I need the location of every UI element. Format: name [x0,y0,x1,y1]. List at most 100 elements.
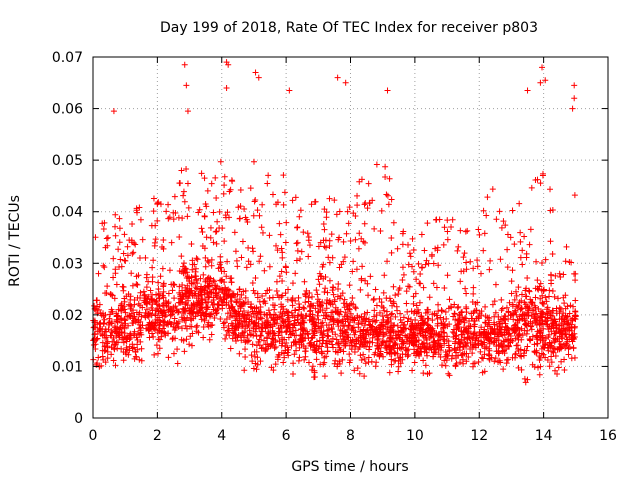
data-point [410,293,417,300]
data-point [225,291,232,298]
data-point [364,205,371,212]
data-point [332,331,339,338]
data-point [543,318,550,325]
data-point [495,348,502,355]
data-point [239,330,246,337]
data-point [199,228,206,235]
data-point [273,242,280,249]
data-point [444,323,451,330]
data-point [571,335,578,342]
data-point [101,316,108,323]
data-point [302,291,309,298]
data-point [309,363,316,370]
data-point [404,308,411,315]
data-point [537,280,544,287]
data-point [526,288,533,295]
data-point [386,350,393,357]
data-point [357,286,364,293]
data-point [231,229,238,236]
data-point [200,334,207,341]
data-point [409,320,416,327]
data-point [566,310,573,317]
data-point [453,360,460,367]
data-point [548,359,555,366]
data-point [565,321,572,328]
data-point [103,334,110,341]
data-point [566,324,573,331]
data-point [453,332,460,339]
data-point [187,315,194,322]
axis-ticks: 0 2 4 6 8 10 12 14 16 0 0.01 0.02 0.03 0.04 0.05 0.06 0.… [52,50,617,444]
data-point [547,207,554,214]
data-point [330,291,337,298]
data-point [270,367,277,374]
data-point [266,295,273,302]
data-point [315,243,322,250]
data-point [172,209,179,216]
data-point [542,77,549,84]
data-point [422,345,429,352]
data-point [215,301,222,308]
data-point [394,245,401,252]
data-point [571,354,578,361]
data-point [326,259,333,266]
data-point [259,293,266,300]
data-point [565,351,572,358]
data-point [478,354,485,361]
data-point [407,316,414,323]
data-point [572,277,579,284]
data-point [538,350,545,357]
data-point [207,322,214,329]
data-point [91,331,98,338]
data-point [273,278,280,285]
data-point [221,319,228,326]
data-point [534,277,541,284]
data-point [546,293,553,300]
data-point [257,332,264,339]
data-point [127,330,134,337]
data-point [517,254,524,261]
data-point [283,340,290,347]
data-point [233,324,240,331]
data-point [104,355,111,362]
data-point [110,255,117,262]
x-tick-label: 14 [535,428,553,444]
data-point [411,308,418,315]
data-point [446,372,453,379]
data-point [461,250,468,257]
data-point [441,357,448,364]
data-point [276,273,283,280]
data-point [165,354,172,361]
data-point [256,258,263,265]
data-point [267,324,274,331]
data-point [517,238,524,245]
data-point [554,371,561,378]
data-point [301,325,308,332]
data-point [134,281,141,288]
data-point [264,322,271,329]
data-point [330,344,337,351]
data-point [341,323,348,330]
data-point [130,307,137,314]
data-point [342,79,349,86]
data-point [275,351,282,358]
data-point [179,298,186,305]
data-point [503,304,510,311]
data-point [329,254,336,261]
data-point [279,278,286,285]
data-point [221,268,228,275]
data-point [526,241,533,248]
data-point [470,330,477,337]
data-point [129,250,136,257]
data-point [508,290,515,297]
data-point [483,212,490,219]
data-point [521,347,528,354]
data-point [373,302,380,309]
data-point [132,348,139,355]
data-point [133,281,140,288]
data-point [121,295,128,302]
data-point [251,198,258,205]
data-point [373,312,380,319]
data-point [310,315,317,322]
data-point [400,314,407,321]
